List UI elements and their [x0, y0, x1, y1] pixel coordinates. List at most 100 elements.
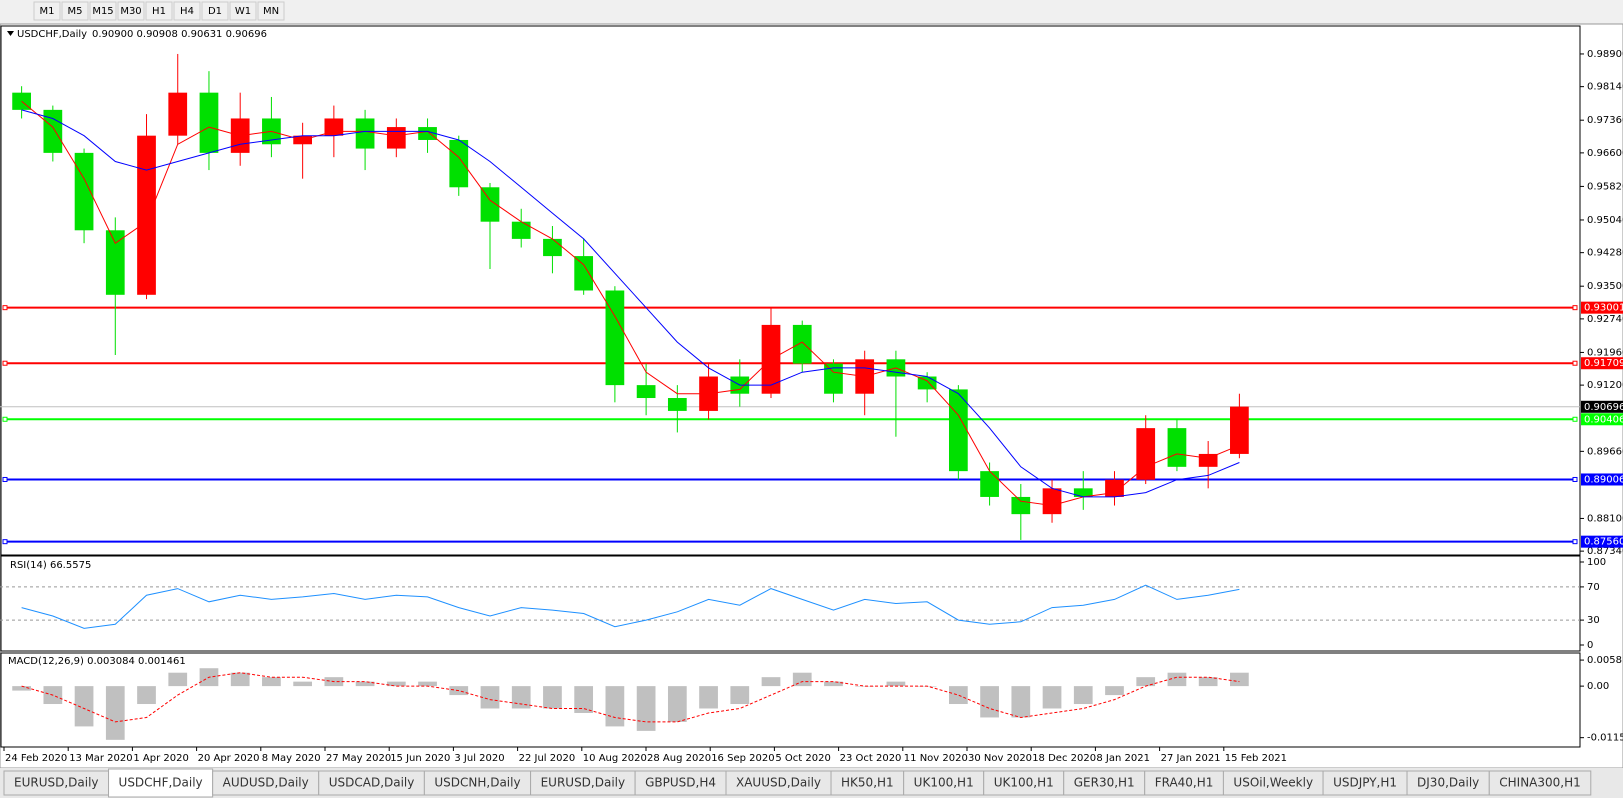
- tab[interactable]: [903, 770, 985, 796]
- tab-label[interactable]: UK100,H1: [914, 776, 974, 790]
- macd-bar: [1042, 686, 1062, 709]
- line-handle[interactable]: [2, 360, 8, 366]
- tab[interactable]: [423, 770, 532, 796]
- price-label: 0.90406: [1584, 414, 1623, 425]
- tab[interactable]: [634, 770, 727, 796]
- collapse-icon[interactable]: [7, 31, 14, 36]
- line-handle[interactable]: [2, 305, 8, 311]
- timeframe-label[interactable]: H4: [180, 6, 194, 17]
- tab[interactable]: [1488, 770, 1592, 796]
- timeframe-button[interactable]: [33, 1, 61, 21]
- macd-bar: [293, 681, 313, 687]
- candle-body: [480, 187, 500, 222]
- price-label-box: [1581, 535, 1623, 548]
- tab-label[interactable]: DJ30,Daily: [1417, 776, 1479, 790]
- tab[interactable]: [318, 770, 425, 796]
- price-label-box: [1581, 301, 1623, 314]
- timeframe-button[interactable]: [201, 1, 229, 21]
- tab-label[interactable]: CHINA300,H1: [1499, 776, 1581, 790]
- timeframe-button[interactable]: [257, 1, 285, 21]
- tab-label[interactable]: USDCAD,Daily: [329, 776, 415, 790]
- timeframe-label[interactable]: MN: [263, 6, 279, 17]
- timeframe-button[interactable]: [117, 1, 145, 21]
- tab-label[interactable]: EURUSD,Daily: [541, 776, 626, 790]
- macd-signal: [21, 672, 1240, 723]
- tab[interactable]: [1063, 770, 1146, 796]
- tab-label[interactable]: FRA40,H1: [1155, 776, 1214, 790]
- tab-label[interactable]: XAUUSD,Daily: [736, 776, 821, 790]
- panel-frame: [0, 652, 1581, 748]
- tab[interactable]: [830, 770, 905, 796]
- tab-label[interactable]: USDCNH,Daily: [434, 776, 520, 790]
- y-tick-label: -0.011514: [1587, 733, 1623, 744]
- timeframe-label[interactable]: H1: [152, 6, 166, 17]
- macd-bar: [511, 686, 531, 709]
- timeframe-button[interactable]: [173, 1, 201, 21]
- macd-bar: [699, 686, 718, 709]
- tab-label[interactable]: GER30,H1: [1074, 776, 1135, 790]
- timeframe-button[interactable]: [145, 1, 173, 21]
- rsi-line: [21, 584, 1240, 629]
- tab-label[interactable]: EURUSD,Daily: [14, 776, 99, 790]
- timeframe-label[interactable]: M1: [40, 6, 55, 17]
- macd-bar: [605, 686, 625, 727]
- x-tick-label: 3 Jul 2020: [454, 753, 504, 764]
- line-handle[interactable]: [2, 416, 8, 422]
- tab[interactable]: [1222, 770, 1324, 796]
- line-handle[interactable]: [1572, 360, 1578, 366]
- tab[interactable]: [1406, 770, 1490, 796]
- macd-bar: [480, 686, 500, 709]
- tab[interactable]: [1322, 770, 1408, 796]
- line-handle[interactable]: [1572, 476, 1578, 482]
- line-handle[interactable]: [1572, 416, 1578, 422]
- tab-label[interactable]: AUDUSD,Daily: [223, 776, 309, 790]
- tab-label[interactable]: USDJPY,H1: [1333, 776, 1397, 790]
- tab-label[interactable]: GBPUSD,H4: [645, 776, 716, 790]
- timeframe-label[interactable]: M5: [68, 6, 83, 17]
- panel-frame: [0, 25, 1581, 556]
- timeframe-label[interactable]: W1: [235, 6, 251, 17]
- candle-body: [199, 92, 219, 153]
- tab-label[interactable]: USOil,Weekly: [1233, 776, 1313, 790]
- timeframe-label[interactable]: D1: [208, 6, 222, 17]
- tab[interactable]: [1144, 770, 1224, 796]
- line-handle[interactable]: [2, 476, 8, 482]
- macd-bar: [730, 686, 750, 705]
- tab[interactable]: [983, 770, 1065, 796]
- x-tick-label: 20 Apr 2020: [198, 753, 260, 764]
- tab-label[interactable]: USDCHF,Daily: [119, 776, 203, 790]
- timeframe-button[interactable]: [61, 1, 89, 21]
- tab[interactable]: [212, 770, 320, 796]
- tab[interactable]: [108, 768, 214, 798]
- candle-body: [1011, 496, 1031, 515]
- price-label: 0.87560: [1584, 537, 1623, 548]
- tab[interactable]: [725, 770, 832, 796]
- x-tick-label: 27 Jan 2021: [1161, 753, 1221, 764]
- moving-average-fast: [21, 100, 1240, 507]
- macd-bar: [12, 686, 31, 691]
- line-handle[interactable]: [2, 539, 8, 545]
- tab[interactable]: [3, 770, 110, 796]
- candle-body: [1105, 479, 1124, 497]
- timeframe-label[interactable]: M15: [92, 6, 113, 17]
- tab-label[interactable]: HK50,H1: [841, 776, 894, 790]
- line-handle[interactable]: [1572, 305, 1578, 311]
- quote-info: 0.90900 0.90908 0.90631 0.90696: [92, 29, 267, 40]
- tab-label[interactable]: UK100,H1: [994, 776, 1054, 790]
- timeframe-button[interactable]: [229, 1, 257, 21]
- x-tick-label: 15 Jun 2020: [390, 753, 450, 764]
- timeframe-label[interactable]: M30: [120, 6, 141, 17]
- timeframe-button[interactable]: [89, 1, 117, 21]
- line-handle[interactable]: [1572, 539, 1578, 545]
- rsi-label: RSI(14) 66.5575: [10, 560, 91, 571]
- candle-body: [137, 135, 156, 295]
